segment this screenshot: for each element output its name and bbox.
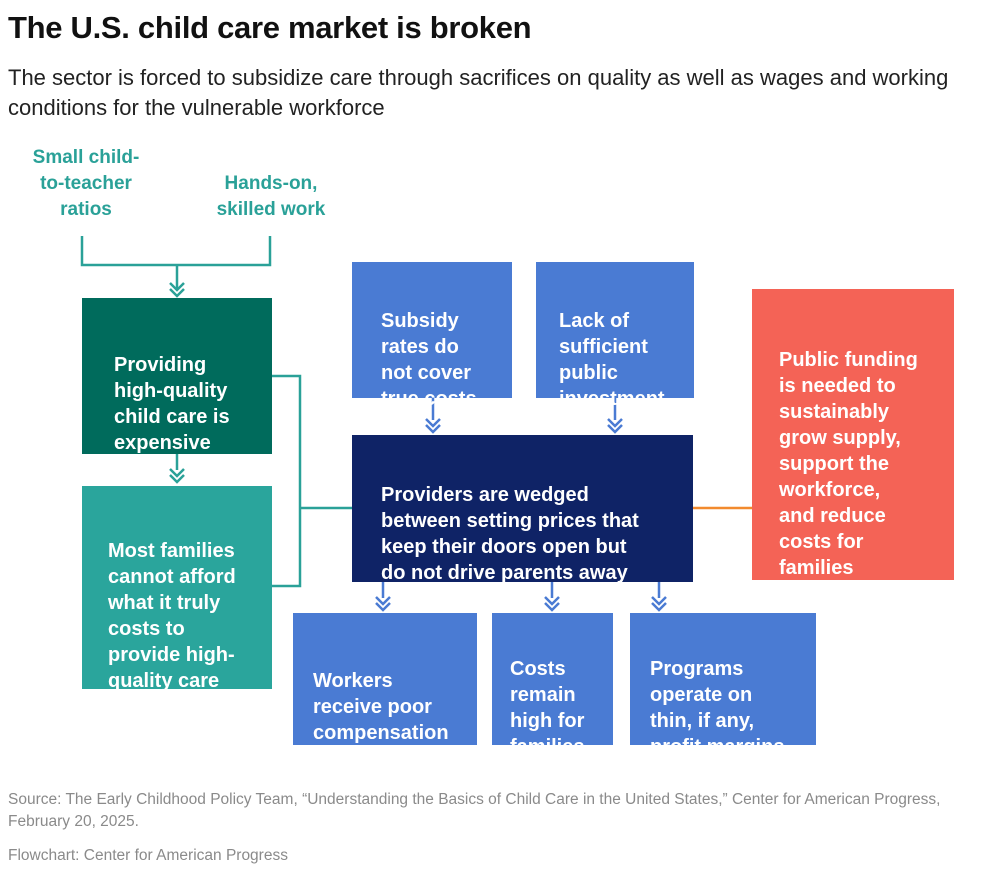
- box-cannot-afford-label: Most families cannot afford what it trul…: [108, 540, 236, 692]
- box-providers-label: Providers are wedged between setting pri…: [381, 484, 639, 584]
- box-cannot-afford: Most families cannot afford what it trul…: [82, 486, 272, 692]
- box-lack-investment: Lack of sufficient public investment: [536, 262, 694, 410]
- input-bracket: [80, 236, 272, 267]
- box-costs-high-label: Costs remain high for families: [510, 658, 585, 758]
- source-note: Source: The Early Childhood Policy Team,…: [8, 791, 941, 830]
- box-expensive: Providing high-quality child care is exp…: [82, 298, 272, 454]
- page-subtitle: The sector is forced to subsidize care t…: [8, 65, 949, 120]
- left-boxes-bracket: [272, 374, 302, 588]
- box-lack-investment-label: Lack of sufficient public investment: [559, 310, 665, 410]
- box-programs-label: Programs operate on thin, if any, profit…: [650, 658, 785, 758]
- box-expensive-label: Providing high-quality child care is exp…: [114, 354, 230, 454]
- credit-note: Flowchart: Center for American Progress: [8, 847, 288, 864]
- box-programs: Programs operate on thin, if any, profit…: [630, 613, 816, 758]
- input-hands-on: Hands-on, skilled work: [216, 173, 326, 220]
- box-public-funding-label: Public funding is needed to sustainably …: [779, 349, 918, 579]
- box-providers: Providers are wedged between setting pri…: [352, 435, 693, 584]
- box-subsidy: Subsidy rates do not cover true costs: [352, 262, 512, 410]
- box-workers-label: Workers receive poor compensation: [313, 670, 449, 744]
- box-subsidy-label: Subsidy rates do not cover true costs: [381, 310, 477, 410]
- box-public-funding: Public funding is needed to sustainably …: [752, 289, 954, 580]
- box-workers: Workers receive poor compensation: [293, 613, 477, 745]
- input-small-ratios: Small child- to-teacher ratios: [32, 147, 140, 220]
- box-costs-high: Costs remain high for families: [492, 613, 613, 758]
- page-title: The U.S. child care market is broken: [8, 10, 532, 45]
